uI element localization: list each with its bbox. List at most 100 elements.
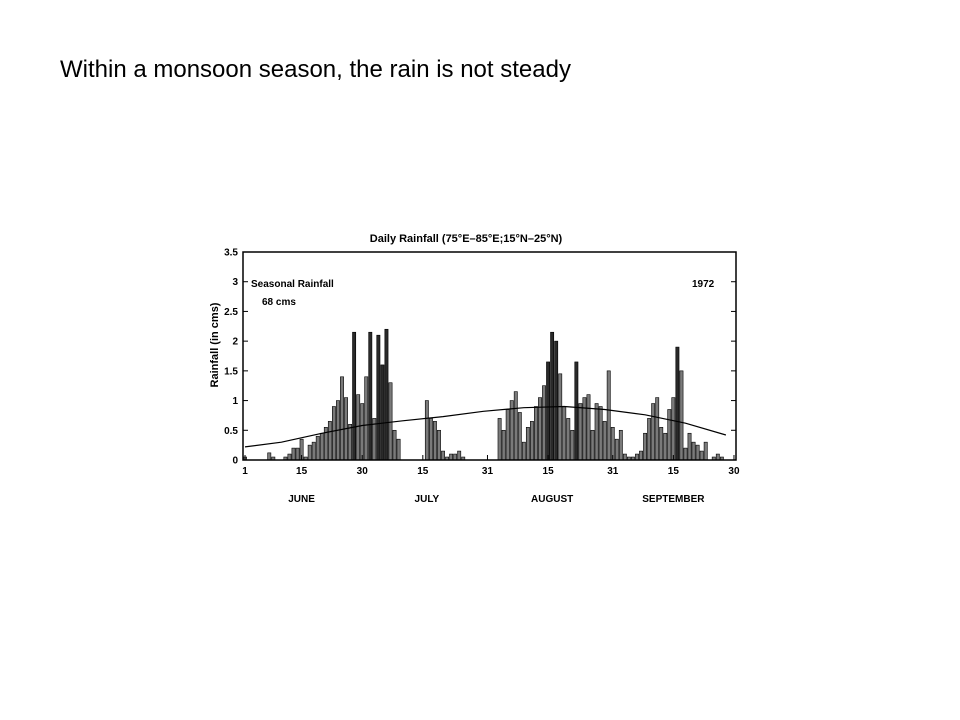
y-tick-label: 0 — [232, 456, 238, 467]
chart-title: Daily Rainfall (75°E–85°E;15°N–25°N) — [370, 233, 563, 245]
rain-bar — [457, 450, 462, 461]
rain-bar — [687, 432, 692, 461]
rain-bar — [376, 334, 381, 461]
rain-bar — [663, 432, 668, 461]
x-tick-label: 30 — [728, 466, 740, 477]
rain-bar — [437, 429, 441, 461]
rain-bar — [501, 429, 506, 461]
rain-bar — [497, 418, 502, 461]
rain-bar — [287, 453, 292, 461]
rain-bar — [651, 403, 656, 461]
rain-bar — [715, 453, 720, 461]
rain-bar — [550, 331, 555, 461]
rain-bar — [368, 331, 373, 461]
rain-bar — [360, 403, 365, 461]
rain-bar — [643, 432, 647, 461]
rain-bar — [586, 394, 591, 461]
y-tick-label: 2.5 — [224, 307, 238, 318]
rain-bar — [675, 346, 680, 461]
x-tick-label: 15 — [668, 466, 680, 477]
rain-bar — [562, 406, 567, 461]
seasonal-rainfall-value: 68 cms — [262, 297, 296, 308]
rain-bar — [655, 397, 660, 461]
slide-title: Within a monsoon season, the rain is not… — [60, 56, 571, 83]
rain-bar — [699, 450, 704, 461]
rain-bar — [534, 406, 538, 461]
x-tick-label: 31 — [482, 466, 494, 477]
rain-bar — [332, 406, 336, 461]
month-label: AUGUST — [531, 494, 573, 505]
rain-bar — [392, 429, 397, 461]
rain-bar — [291, 447, 296, 461]
y-tick-label: 3.5 — [224, 248, 238, 259]
rain-bar — [622, 453, 627, 461]
rain-bar — [441, 450, 445, 461]
rain-bar — [449, 453, 454, 461]
rain-bar — [319, 432, 324, 461]
rain-bar — [521, 441, 526, 461]
rain-bar — [570, 429, 575, 461]
rain-bar — [513, 391, 518, 461]
rain-bar — [428, 418, 433, 461]
rain-bar — [618, 429, 623, 461]
rain-bar — [356, 394, 361, 461]
rain-bar — [594, 403, 599, 461]
rain-bar — [327, 421, 332, 461]
year-label: 1972 — [692, 279, 715, 290]
rain-bar — [380, 364, 385, 461]
rain-bar — [602, 421, 607, 461]
rain-bar — [424, 400, 429, 461]
rain-bar — [340, 376, 344, 461]
rain-bar — [517, 412, 522, 461]
rain-bar — [606, 370, 611, 461]
x-tick-label: 31 — [607, 466, 619, 477]
rain-bar — [635, 453, 639, 461]
rainfall-chart: Daily Rainfall (75°E–85°E;15°N–25°N) Rai… — [209, 233, 740, 506]
rain-bar — [695, 444, 700, 461]
rain-bar — [659, 427, 664, 461]
rain-bar — [542, 385, 546, 461]
rain-bar — [574, 361, 579, 461]
rain-bar — [530, 421, 534, 461]
rain-bar — [691, 441, 696, 461]
rain-bar — [267, 452, 272, 461]
rain-bar — [311, 441, 316, 461]
rain-bar — [352, 331, 357, 461]
seasonal-rainfall-label: Seasonal Rainfall — [251, 279, 334, 290]
rain-bar — [582, 397, 587, 461]
plot-frame — [242, 251, 737, 461]
plot-area: 0 0.5 1 1.5 2 2.5 3 3.5 1 15 30 15 31 15 31 15 30 JUNE JUL… — [224, 248, 740, 506]
x-tick-label: 15 — [296, 466, 308, 477]
rain-bar — [307, 444, 312, 461]
rain-bar — [578, 403, 583, 461]
y-tick-label: 1 — [232, 396, 238, 407]
rain-bar — [639, 450, 643, 461]
rain-bar — [348, 424, 353, 461]
y-axis-label: Rainfall (in cms) — [209, 302, 221, 387]
month-label: JUNE — [288, 494, 315, 505]
x-tick-label: 15 — [543, 466, 555, 477]
rain-bar — [364, 376, 369, 461]
y-tick-label: 3 — [232, 277, 238, 288]
rain-bar — [590, 429, 595, 461]
x-tick-label: 15 — [417, 466, 429, 477]
x-tick-label: 30 — [357, 466, 369, 477]
rain-bar — [295, 447, 300, 461]
rain-bar — [683, 447, 688, 461]
rain-bar — [453, 453, 458, 461]
y-tick-label: 2 — [232, 337, 238, 348]
month-label: SEPTEMBER — [642, 494, 705, 505]
rain-bar — [614, 438, 619, 461]
x-tick-label: 1 — [242, 466, 248, 477]
seasonal-mean-line — [244, 405, 727, 448]
rain-bar — [566, 418, 571, 461]
rain-bar — [505, 409, 510, 461]
rain-bar — [679, 370, 684, 461]
rain-bar — [703, 441, 708, 461]
rain-bar — [667, 409, 672, 461]
rain-bar — [546, 361, 551, 461]
y-tick-label: 0.5 — [224, 426, 238, 437]
rain-bar — [384, 328, 389, 461]
rain-bar — [315, 435, 320, 461]
rain-bar — [433, 421, 437, 461]
